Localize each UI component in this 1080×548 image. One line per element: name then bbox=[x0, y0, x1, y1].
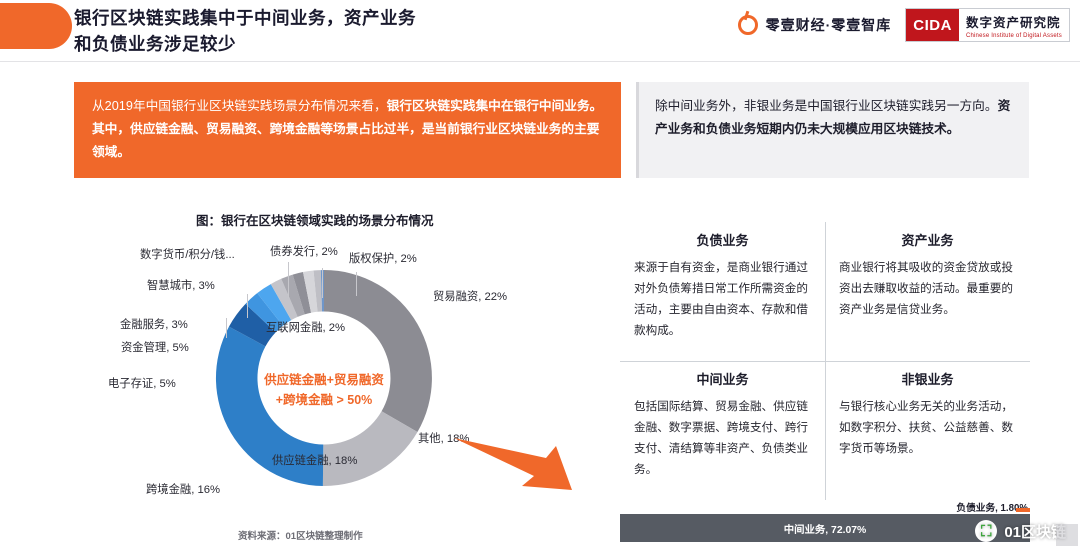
quad-title-intermediary: 中间业务 bbox=[696, 372, 749, 387]
donut-chart bbox=[208, 262, 440, 494]
leader-line-5 bbox=[226, 318, 227, 338]
page-title: 银行区块链实践集中于中间业务，资产业务 和负债业务涉足较少 bbox=[74, 5, 594, 57]
label-qita: 其他, 18% bbox=[418, 433, 470, 445]
callout-gray-part2: 资产业务和负债业务短期内仍未大规模应用区块链技术。 bbox=[655, 99, 1011, 136]
callout-orange-part1: 从2019年中国银行业区块链实践场景分布情况来看， bbox=[92, 99, 387, 113]
cida-names: 数字资产研究院 Chinese Institute of Digital Ass… bbox=[959, 9, 1069, 41]
slice-zhaiquanfaxing bbox=[303, 270, 318, 313]
brand-name: 零壹财经·零壹智库 bbox=[765, 17, 892, 33]
callout-orange-part2: 银行区块链实践集中在银行中间业务。其中，供应链金融、贸易融资、跨境金融等场景占比… bbox=[92, 99, 603, 159]
slice-kuajingjinrong bbox=[228, 303, 276, 347]
slice-banquanbaohu bbox=[313, 270, 323, 312]
leader-line-2 bbox=[322, 268, 323, 298]
slice-maoyirongzi bbox=[324, 270, 432, 432]
quad-text-intermediary: 包括国际结算、贸易金融、供应链金融、数字票据、跨境支付、跨行支付、清结算等非资产… bbox=[634, 400, 808, 476]
donut-svg bbox=[215, 270, 432, 487]
quad-cell-intermediary: 中间业务 包括国际结算、贸易金融、供应链金融、数字票据、跨境支付、跨行支付、清结… bbox=[620, 361, 825, 500]
quad-text-liability: 来源于自有资金，是商业银行通过对外负债筹措日常工作所需资金的活动，主要由自由资本… bbox=[634, 261, 808, 337]
label-banquanbaohu: 版权保护, 2% bbox=[349, 253, 417, 265]
chart-source-note: 资料来源：01区块链整理制作 bbox=[238, 531, 363, 542]
slice-shuzihuobi bbox=[292, 272, 312, 315]
slice-gongyinglianjinrong bbox=[215, 326, 324, 486]
donut-center-annotation: 供应链金融+贸易融资 +跨境金融 > 50% bbox=[248, 370, 400, 410]
callout-gray: 除中间业务外，非银业务是中国银行业区块链实践另一方向。资产业务和负债业务短期内仍… bbox=[636, 82, 1029, 178]
label-hulianwangjinrong: 互联网金融, 2% bbox=[266, 322, 346, 334]
label-zhaiquanfaxing: 债券发行, 2% bbox=[270, 246, 338, 258]
center-line-1: 供应链金融+贸易融资 bbox=[264, 373, 384, 387]
quad-title-nonbank: 非银业务 bbox=[901, 372, 954, 387]
slice-jinrongfuwu bbox=[270, 278, 298, 321]
leader-line-4 bbox=[247, 294, 248, 318]
label-dianzicunzheng: 电子存证, 5% bbox=[108, 378, 176, 390]
leader-line-1 bbox=[288, 262, 289, 298]
quad-text-nonbank: 与银行核心业务无关的业务活动，如数字积分、扶贫、公益慈善、数字货币等场景。 bbox=[839, 400, 1013, 455]
page-title-line1: 银行区块链实践集中于中间业务，资产业务 bbox=[74, 8, 416, 28]
business-quadrant-table: 负债业务 来源于自有资金，是商业银行通过对外负债筹措日常工作所需资金的活动，主要… bbox=[620, 222, 1030, 500]
bar-label-liability: 负债业务, 1.80% bbox=[956, 503, 1028, 514]
callout-orange: 从2019年中国银行业区块链实践场景分布情况来看，银行区块链实践集中在银行中间业… bbox=[74, 82, 621, 178]
wechat-icon: ⛶ bbox=[975, 520, 998, 542]
quad-cell-nonbank: 非银业务 与银行核心业务无关的业务活动，如数字积分、扶贫、公益慈善、数字货币等场… bbox=[825, 361, 1030, 500]
leader-line-3 bbox=[356, 272, 357, 296]
cida-name-en: Chinese Institute of Digital Assets bbox=[965, 33, 1062, 39]
page-header: 银行区块链实践集中于中间业务，资产业务 和负债业务涉足较少 零壹财经·零壹智库 … bbox=[0, 0, 1080, 62]
slice-dianzicunzheng bbox=[245, 293, 283, 333]
quad-text-asset: 商业银行将其吸收的资金贷放或投资出去赚取收益的活动。最重要的资产业务是信贷业务。 bbox=[839, 261, 1013, 316]
slice-zhihuichengshi bbox=[281, 274, 305, 317]
label-maoyirongzi: 贸易融资, 22% bbox=[433, 291, 508, 303]
label-zhihuichengshi: 智慧城市, 3% bbox=[147, 280, 215, 292]
cida-name-cn: 数字资产研究院 bbox=[965, 16, 1061, 30]
callout-gray-part1: 除中间业务外，非银业务是中国银行业区块链实践另一方向。 bbox=[655, 99, 998, 113]
page-title-line2: 和负债业务涉足较少 bbox=[74, 34, 236, 54]
center-line-2: +跨境金融 > 50% bbox=[275, 393, 373, 407]
quad-title-asset: 资产业务 bbox=[901, 233, 954, 248]
header-accent-shape bbox=[0, 3, 72, 49]
label-jinrongfuwu: 金融服务, 3% bbox=[120, 319, 188, 331]
header-divider bbox=[0, 61, 1080, 62]
chart-title: 图：银行在区块链领域实践的场景分布情况 bbox=[196, 214, 434, 228]
wechat-account-name: 01区块链 bbox=[1004, 523, 1066, 541]
cida-logo: CIDA 数字资产研究院 Chinese Institute of Digita… bbox=[905, 8, 1070, 42]
slice-zijinguanli bbox=[257, 284, 292, 326]
label-zijinguanli: 资金管理, 5% bbox=[121, 342, 189, 354]
brand-mark-icon bbox=[737, 15, 758, 35]
bar-segment-intermediary: 中间业务, 72.07% bbox=[620, 514, 1030, 542]
cida-abbr: CIDA bbox=[906, 9, 959, 41]
corner-artifact bbox=[1056, 524, 1078, 546]
bar-segment-liability bbox=[1016, 508, 1030, 512]
quad-horizontal-divider bbox=[620, 361, 1030, 362]
quad-cell-asset: 资产业务 商业银行将其吸收的资金贷放或投资出去赚取收益的活动。最重要的资产业务是… bbox=[825, 222, 1030, 361]
header-logos: 零壹财经·零壹智库 CIDA 数字资产研究院 Chinese Institute… bbox=[737, 8, 1070, 42]
quad-title-liability: 负债业务 bbox=[696, 233, 749, 248]
quad-cell-liability: 负债业务 来源于自有资金，是商业银行通过对外负债筹措日常工作所需资金的活动，主要… bbox=[620, 222, 825, 361]
slice-qita bbox=[322, 411, 418, 487]
label-gongyinglianjinrong: 供应链金融, 18% bbox=[272, 455, 358, 467]
wechat-watermark: ⛶ 01区块链 bbox=[975, 520, 1066, 542]
label-kuajingjinrong: 跨境金融, 16% bbox=[146, 484, 221, 496]
flow-arrow-icon bbox=[454, 438, 572, 490]
label-shuzihuobi: 数字货币/积分/钱... bbox=[140, 249, 235, 261]
